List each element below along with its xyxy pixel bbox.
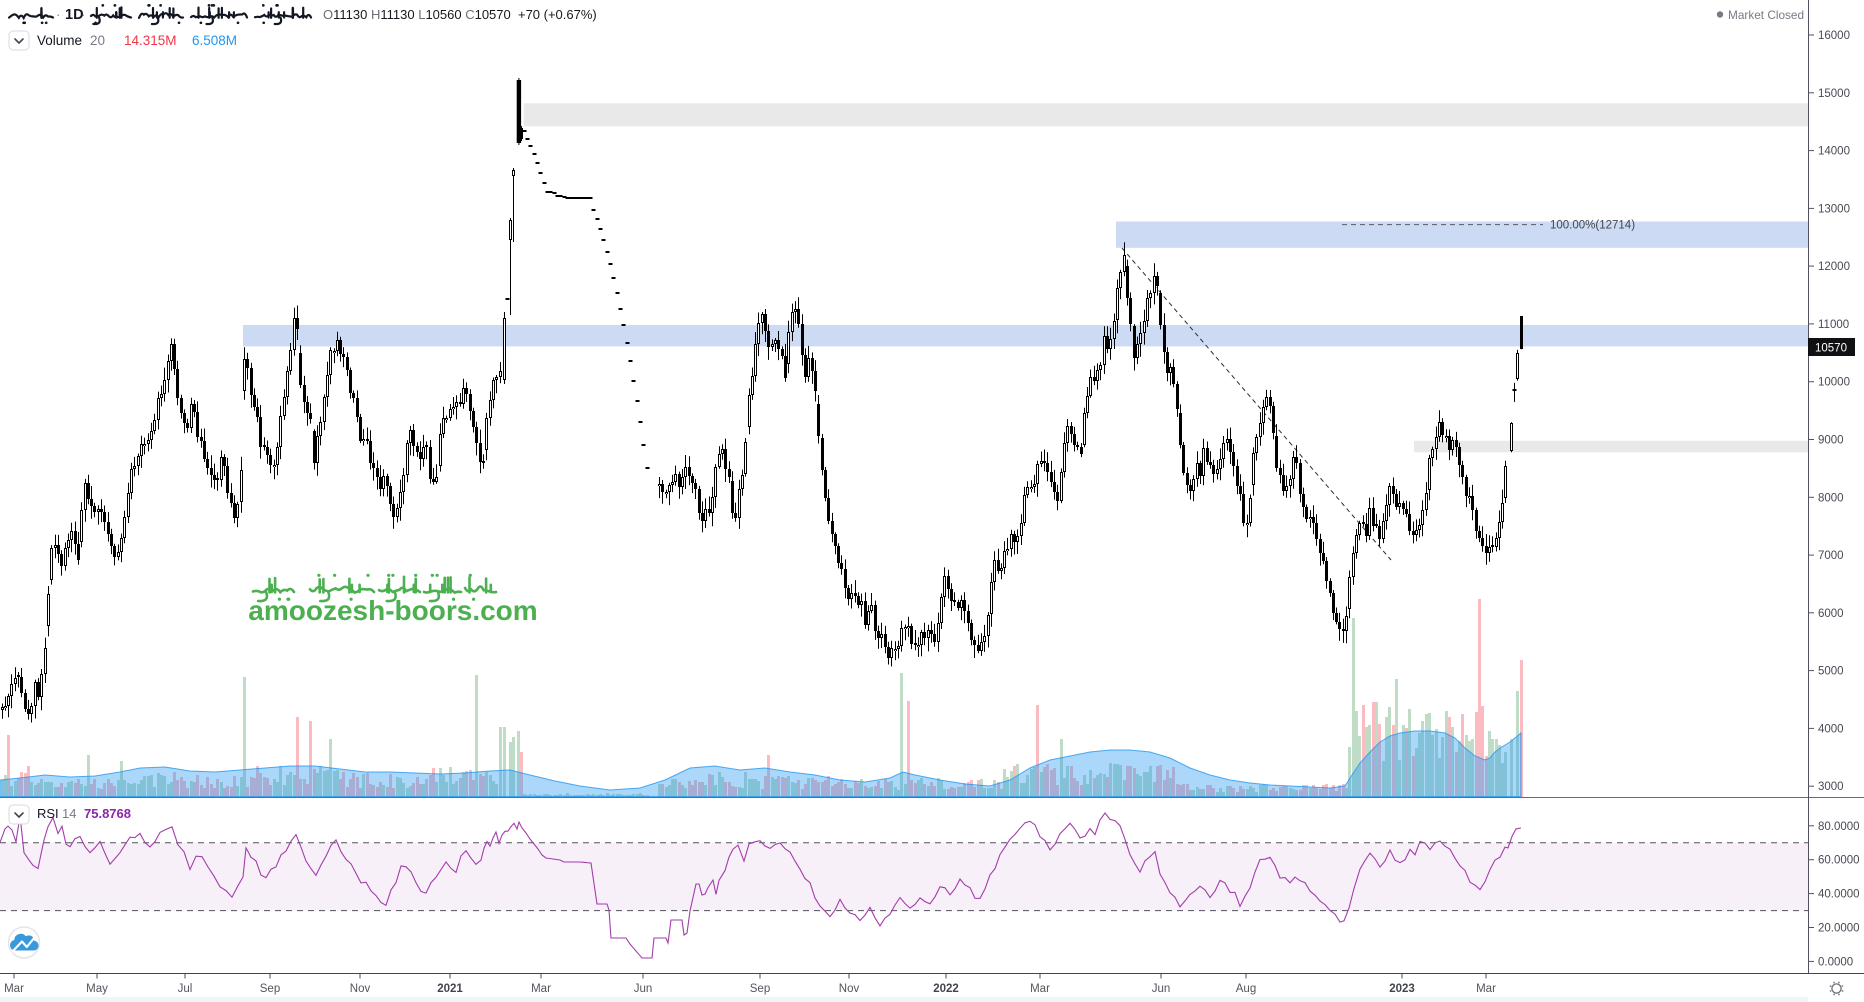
svg-text:20: 20 <box>90 33 105 48</box>
svg-text:7000: 7000 <box>1818 550 1844 562</box>
svg-text:Mar: Mar <box>531 983 551 995</box>
svg-text:Market Closed: Market Closed <box>1728 8 1804 22</box>
svg-text:60.0000: 60.0000 <box>1818 855 1860 867</box>
svg-text:4000: 4000 <box>1818 723 1844 735</box>
svg-text:Aug: Aug <box>1236 983 1256 995</box>
svg-text:6000: 6000 <box>1818 608 1844 620</box>
svg-text:10000: 10000 <box>1818 377 1850 389</box>
svg-text:·: · <box>56 7 60 22</box>
svg-text:Jun: Jun <box>1152 983 1171 995</box>
svg-text:13000: 13000 <box>1818 203 1850 215</box>
svg-text:14: 14 <box>62 806 76 821</box>
svg-text:Jun: Jun <box>634 983 653 995</box>
svg-text:Mar: Mar <box>4 983 24 995</box>
svg-text:RSI: RSI <box>37 806 59 821</box>
svg-text:May: May <box>86 983 108 995</box>
svg-text:75.8768: 75.8768 <box>84 806 131 821</box>
svg-text:Nov: Nov <box>350 983 371 995</box>
svg-text:Nov: Nov <box>839 983 860 995</box>
svg-text:100.00%(12714): 100.00%(12714) <box>1550 220 1635 232</box>
svg-text:Sep: Sep <box>260 983 280 995</box>
svg-text:2021: 2021 <box>437 983 463 995</box>
svg-text:Volume: Volume <box>37 33 82 48</box>
svg-text:Jul: Jul <box>178 983 193 995</box>
svg-text:80.0000: 80.0000 <box>1818 821 1860 833</box>
svg-text:20.0000: 20.0000 <box>1818 923 1860 935</box>
svg-text:14.315M: 14.315M <box>124 33 177 48</box>
svg-text:5000: 5000 <box>1818 666 1844 678</box>
svg-text:amoozesh-boors.com: amoozesh-boors.com <box>248 595 537 626</box>
svg-text:Sep: Sep <box>750 983 770 995</box>
svg-text:1D: 1D <box>65 7 84 23</box>
svg-text:40.0000: 40.0000 <box>1818 889 1860 901</box>
svg-text:11000: 11000 <box>1818 319 1849 331</box>
svg-text:0.0000: 0.0000 <box>1818 956 1853 968</box>
svg-text:12000: 12000 <box>1818 261 1850 273</box>
svg-text:2022: 2022 <box>933 983 959 995</box>
svg-text:3000: 3000 <box>1818 781 1844 793</box>
svg-text:15000: 15000 <box>1818 88 1850 100</box>
svg-text:·: · <box>81 7 85 22</box>
svg-text:9000: 9000 <box>1818 434 1844 446</box>
svg-text:8000: 8000 <box>1818 492 1844 504</box>
svg-text:16000: 16000 <box>1818 30 1850 42</box>
svg-text:Mar: Mar <box>1476 983 1496 995</box>
svg-text:2023: 2023 <box>1389 983 1415 995</box>
svg-text:O11130 H11130 L10560 C10570 +: O11130 H11130 L10560 C10570 +70 (+0.67%) <box>323 7 597 22</box>
svg-text:14000: 14000 <box>1818 146 1850 158</box>
svg-text:6.508M: 6.508M <box>192 33 237 48</box>
svg-text:Mar: Mar <box>1030 983 1050 995</box>
svg-text:10570: 10570 <box>1815 343 1847 355</box>
